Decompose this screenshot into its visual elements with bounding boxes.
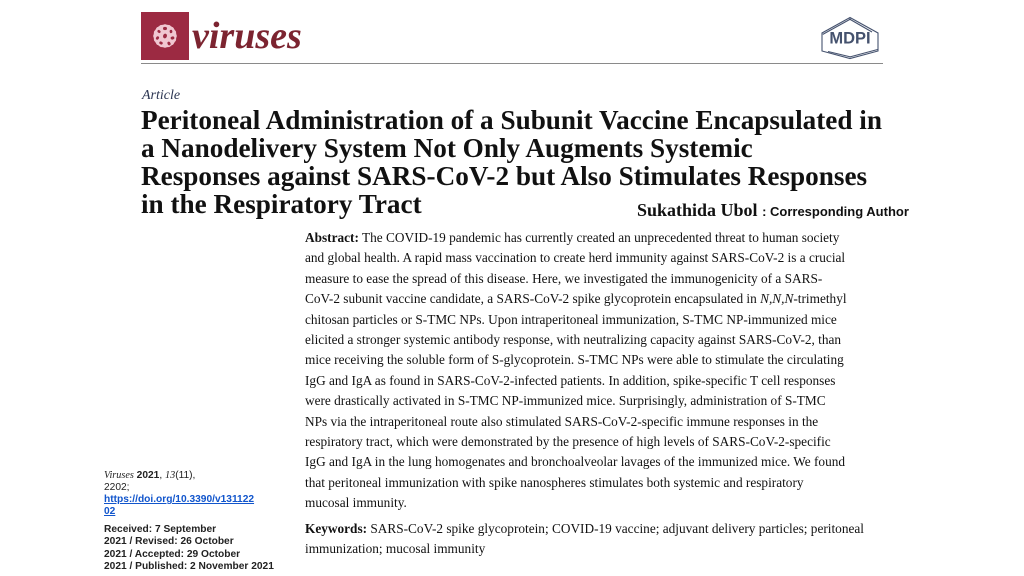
svg-text:MDPI: MDPI: [829, 30, 870, 48]
